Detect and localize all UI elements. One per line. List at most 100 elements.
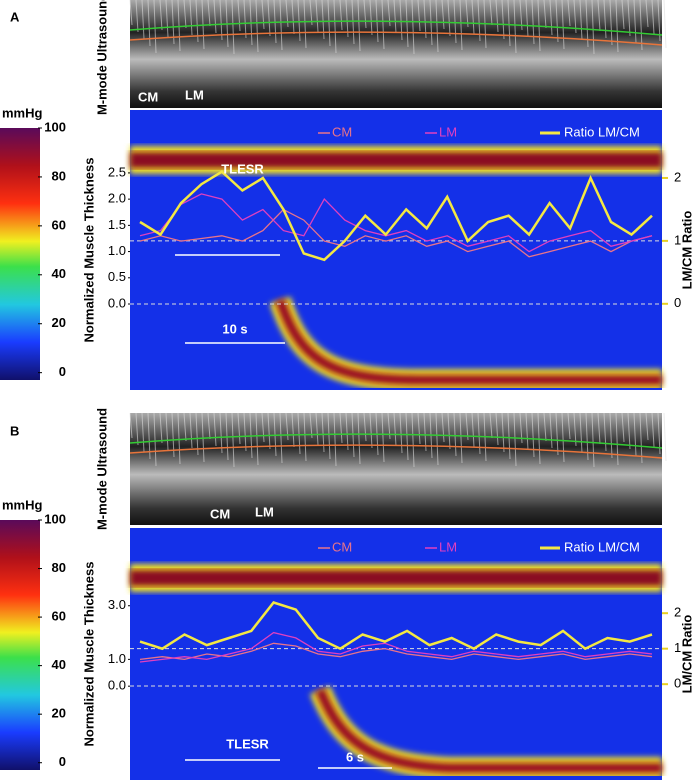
colorbar-tick-label: 80 xyxy=(52,168,66,183)
ultrasound-streak xyxy=(135,0,139,33)
ultrasound-streak xyxy=(183,0,187,29)
ultrasound-streak xyxy=(327,412,331,460)
y-tick-label: 1.0 xyxy=(108,651,126,666)
ultrasound-streak xyxy=(501,412,505,453)
ultrasound-streak xyxy=(627,412,631,450)
ultrasound-streak xyxy=(627,0,631,37)
ultrasound-streak xyxy=(273,0,277,44)
y2-axis-label: LM/CM Ratio xyxy=(679,615,694,694)
ultrasound-streak xyxy=(273,412,277,457)
y-tick-label: 1.0 xyxy=(108,243,126,258)
y2-tick-label: 2 xyxy=(674,169,681,184)
y-tick-label: 0.0 xyxy=(108,678,126,693)
colorbar-tick-label: 40 xyxy=(52,266,66,281)
ultrasound-streak xyxy=(579,0,583,41)
ultrasound-streak xyxy=(165,412,169,451)
ultrasound-streak xyxy=(645,412,649,441)
series-line xyxy=(139,631,653,663)
ultrasound-streak xyxy=(363,0,367,29)
ultrasound-streak xyxy=(357,412,361,465)
series-line xyxy=(139,170,653,262)
ultrasound-streak xyxy=(573,412,577,447)
y2-tick-label: 0 xyxy=(674,295,681,310)
ultrasound-streak xyxy=(243,0,247,39)
ultrasound-streak xyxy=(561,0,565,50)
series-line xyxy=(139,642,653,661)
ultrasound-streak xyxy=(411,0,415,55)
ultrasound-streak xyxy=(573,0,577,34)
panel-label: A xyxy=(10,9,20,24)
y2-tick-label: 1 xyxy=(674,640,681,655)
annotation: TLESR xyxy=(226,736,269,751)
ultrasound-streak xyxy=(555,0,559,43)
y-tick-label: 0.0 xyxy=(108,295,126,310)
ultrasound-streak xyxy=(489,0,493,26)
y2-tick-label: 2 xyxy=(674,605,681,620)
ultrasound-streak xyxy=(231,412,235,468)
ultrasound-streak xyxy=(555,412,559,456)
ultrasound-streak xyxy=(543,412,547,442)
legend-label: LM xyxy=(439,124,457,139)
ultrasound-streak xyxy=(141,0,145,40)
colorbar-unit: mmHg xyxy=(2,105,43,120)
ultrasound-streak xyxy=(207,0,211,27)
ultrasound-streak xyxy=(633,0,637,44)
ultrasound-streak xyxy=(435,0,439,53)
ultrasound-streak xyxy=(543,0,547,29)
y2-tick-label: 1 xyxy=(674,232,681,247)
ultrasound-streak xyxy=(459,0,463,51)
ultrasound-streak xyxy=(207,412,211,440)
legend-label: Ratio LM/CM xyxy=(564,539,640,554)
ultrasound-streak xyxy=(393,412,397,447)
ultrasound-streak xyxy=(315,412,319,446)
ultrasound-streak xyxy=(129,412,133,439)
ultrasound-streak xyxy=(177,0,181,52)
ultrasound-streak xyxy=(135,412,139,446)
ultrasound-streak xyxy=(591,412,595,468)
y-tick-label: 2.0 xyxy=(108,191,126,206)
ultrasound-streak xyxy=(609,412,613,459)
ultrasound-streak xyxy=(603,0,607,39)
legend-label: CM xyxy=(332,539,352,554)
ultrasound-streak xyxy=(459,412,463,464)
ultrasound-streak xyxy=(507,0,511,47)
colorbar-tick-label: 20 xyxy=(52,706,66,721)
ultrasound-streak xyxy=(279,0,283,51)
pressure-curve xyxy=(315,688,662,773)
ultrasound-streak xyxy=(267,0,271,37)
ultrasound-streak xyxy=(435,412,439,466)
ultrasound-streak xyxy=(489,412,493,439)
ultrasound-streak xyxy=(219,412,223,454)
colorbar-tick-label: 60 xyxy=(52,217,66,232)
ultrasound-streak xyxy=(381,0,385,50)
ultrasound-streak xyxy=(471,412,475,448)
ultrasound-streak xyxy=(393,0,397,34)
ultrasound-streak xyxy=(513,412,517,467)
ultrasound-streak xyxy=(339,412,343,444)
colorbar-tick-label: 80 xyxy=(52,560,66,575)
ultrasound-streak xyxy=(315,0,319,33)
ultrasound-streak xyxy=(369,0,373,36)
ultrasound-streak xyxy=(327,0,331,47)
ultrasound-streak xyxy=(237,0,241,32)
ultrasound-streak xyxy=(663,0,667,49)
ultrasound-streak xyxy=(525,412,529,451)
cm-label: CM xyxy=(138,89,158,104)
y2-axis-label: LM/CM Ratio xyxy=(679,211,694,290)
ultrasound-streak xyxy=(195,412,199,456)
y-axis-label: Normalized Muscle Thickness xyxy=(81,562,96,747)
ultrasound-streak xyxy=(501,0,505,40)
colorbar-tick-label: 100 xyxy=(44,511,66,526)
annotation: 10 s xyxy=(222,321,247,336)
ultrasound-trace xyxy=(129,20,663,36)
ultrasound-streak xyxy=(183,412,187,442)
pressure-band xyxy=(130,152,662,168)
ultrasound-streak xyxy=(165,0,169,38)
ultrasound-streak xyxy=(297,0,301,42)
colorbar-tick-label: 60 xyxy=(52,609,66,624)
ultrasound-trace xyxy=(129,444,663,459)
ultrasound-image xyxy=(130,413,662,525)
ultrasound-streak xyxy=(213,0,217,34)
ultrasound-streak xyxy=(453,412,457,457)
